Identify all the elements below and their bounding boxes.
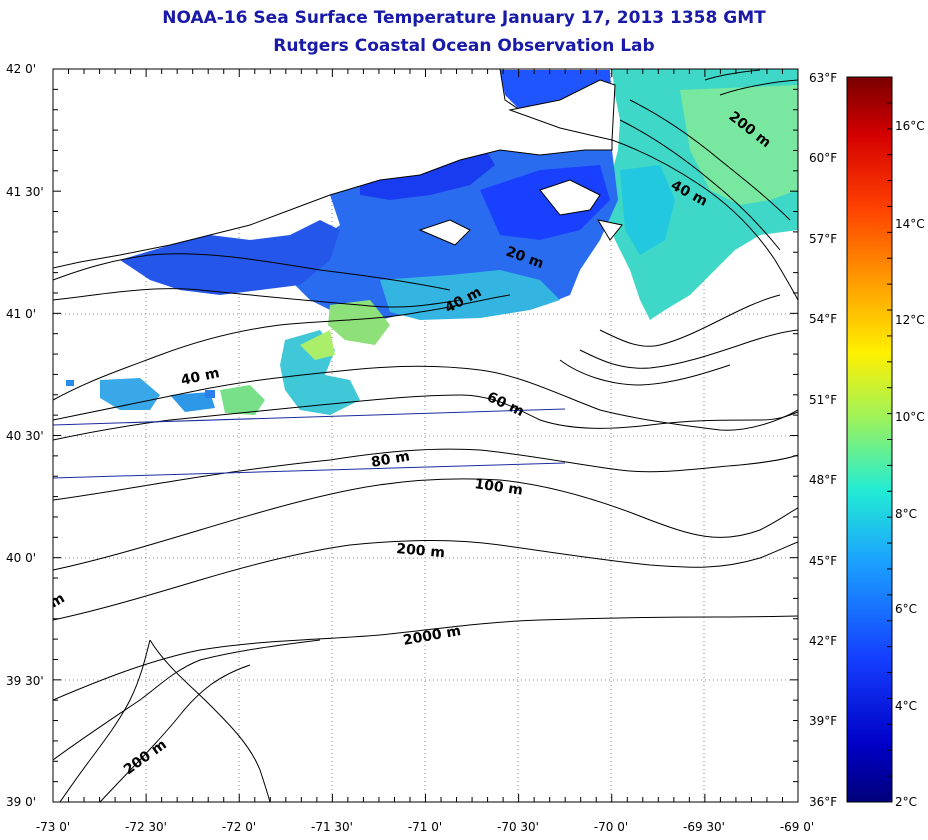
celsius-label: 14°C <box>895 217 925 231</box>
lat-label: 41 30' <box>6 185 44 199</box>
map-title: NOAA-16 Sea Surface Temperature January … <box>162 8 766 28</box>
longitude-labels: -73 0' -72 30' -72 0' -71 30' -71 0' -70… <box>36 820 814 834</box>
fahrenheit-label: 54°F <box>809 312 837 326</box>
lon-label: -72 0' <box>222 820 256 834</box>
fahrenheit-scale: 63°F 60°F 57°F 54°F 51°F 48°F 45°F 42°F … <box>809 71 837 809</box>
lon-label: -72 30' <box>125 820 167 834</box>
colorbar: 16°C 14°C 12°C 10°C 8°C 6°C 4°C 2°C <box>846 76 925 809</box>
fahrenheit-label: 57°F <box>809 232 837 246</box>
lon-label: -70 0' <box>594 820 628 834</box>
lat-label: 41 0' <box>6 307 36 321</box>
lon-label: -71 30' <box>311 820 353 834</box>
lat-label: 40 0' <box>6 551 36 565</box>
contour-label-2000m: 2000 m <box>402 623 462 649</box>
fahrenheit-label: 51°F <box>809 393 837 407</box>
fahrenheit-label: 39°F <box>809 714 837 728</box>
lon-label: -73 0' <box>36 820 70 834</box>
celsius-label: 12°C <box>895 313 925 327</box>
transect-lines <box>53 408 566 479</box>
celsius-label: 10°C <box>895 410 925 424</box>
latitude-labels: 42 0' 41 30' 41 0' 40 30' 40 0' 39 30' 3… <box>6 62 44 809</box>
contour-label-100m: 100 m <box>473 476 523 499</box>
lat-label: 42 0' <box>6 62 36 76</box>
contour-label-40m-west: 40 m <box>180 365 221 389</box>
contour-label-200m-sw: 200 m <box>121 737 170 779</box>
fahrenheit-label: 45°F <box>809 554 837 568</box>
celsius-label: 6°C <box>895 602 917 616</box>
map-subtitle: Rutgers Coastal Ocean Observation Lab <box>273 36 655 56</box>
contour-label-200m-mid: 200 m <box>396 541 446 561</box>
lat-label: 39 0' <box>6 795 36 809</box>
axis-minor-ticks <box>52 68 799 803</box>
contour-label-partial: m <box>47 590 68 611</box>
landmass-layer <box>53 69 623 269</box>
fahrenheit-label: 36°F <box>809 795 837 809</box>
lat-label: 40 30' <box>6 429 44 443</box>
celsius-label: 2°C <box>895 795 917 809</box>
fahrenheit-label: 60°F <box>809 151 837 165</box>
celsius-label: 4°C <box>895 699 917 713</box>
contour-label-80m: 80 m <box>370 448 411 471</box>
colorbar-gradient <box>846 76 893 803</box>
lon-label: -69 0' <box>780 820 814 834</box>
bathymetry-contours <box>53 69 798 802</box>
celsius-label: 16°C <box>895 119 925 133</box>
lon-label: -69 30' <box>683 820 725 834</box>
lat-label: 39 30' <box>6 674 44 688</box>
contour-label-60m: 60 m <box>484 389 526 420</box>
fahrenheit-label: 48°F <box>809 473 837 487</box>
celsius-label: 8°C <box>895 507 917 521</box>
fahrenheit-label: 42°F <box>809 634 837 648</box>
lon-label: -70 30' <box>497 820 539 834</box>
lon-label: -71 0' <box>408 820 442 834</box>
fahrenheit-label: 63°F <box>809 71 837 85</box>
